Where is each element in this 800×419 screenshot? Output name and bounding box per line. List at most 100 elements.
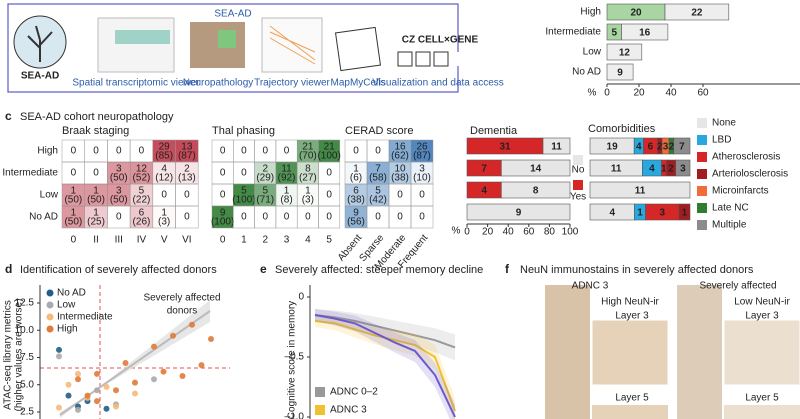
grid-cell xyxy=(107,162,131,184)
cell-count: 0 xyxy=(419,212,425,223)
panel-letter: f xyxy=(505,262,510,276)
bar-segment xyxy=(606,63,634,81)
column-label: 1 xyxy=(241,235,247,246)
cell-count: 1 xyxy=(93,208,99,219)
legend-swatch xyxy=(697,186,707,196)
bar-value: 9 xyxy=(516,208,522,219)
cell-percent: (100) xyxy=(317,151,340,162)
x-tick-label: 40 xyxy=(665,88,677,99)
panel-letter: c xyxy=(5,109,12,123)
cell-count: 0 xyxy=(220,168,226,179)
point xyxy=(132,390,138,397)
point xyxy=(75,406,81,413)
layer-label: Layer 3 xyxy=(745,311,779,322)
bar-value: 14 xyxy=(530,164,542,175)
cell-count: 0 xyxy=(71,146,77,157)
cell-count: 5 xyxy=(139,186,145,197)
legend-label: Atherosclerosis xyxy=(712,152,780,163)
bar-segment xyxy=(673,137,691,155)
row-label: Intermediate xyxy=(545,27,601,38)
cell-count: 0 xyxy=(397,190,403,201)
x-tick-label: 60 xyxy=(697,88,709,99)
cell-count: 16 xyxy=(394,142,406,153)
cell-count: 13 xyxy=(181,142,193,153)
grid-cell xyxy=(367,184,389,206)
bar-segment xyxy=(621,23,669,41)
bar-segment xyxy=(606,43,643,61)
point xyxy=(189,321,195,328)
y-tick-label: 5.0 xyxy=(20,379,34,390)
cell-count: 2 xyxy=(262,164,268,175)
point xyxy=(198,362,205,369)
x-tick-label: 60 xyxy=(523,227,535,238)
inset-label: Low NeuN-ir xyxy=(734,297,790,308)
cell-count: 0 xyxy=(284,146,290,157)
cell-count: 6 xyxy=(353,186,359,197)
y-tick-label: –1.0 xyxy=(285,412,305,419)
cell-border xyxy=(318,205,341,229)
bar-value: 19 xyxy=(607,142,619,153)
legend-swatch xyxy=(697,152,707,162)
panel-letter: e xyxy=(260,262,267,276)
point xyxy=(103,405,110,412)
bar-segment xyxy=(501,159,571,177)
spatial-band xyxy=(115,30,170,44)
cell-count: 4 xyxy=(161,164,167,175)
bar-value: 4 xyxy=(609,208,615,219)
y-tick-label: 12.5 xyxy=(15,298,35,309)
x-tick-label: 20 xyxy=(633,88,645,99)
grid-cell xyxy=(130,162,153,184)
cell-count: 0 xyxy=(375,146,381,157)
cell-border xyxy=(410,205,434,229)
grid-title: CERAD score xyxy=(345,125,413,137)
point xyxy=(132,379,138,386)
cell-percent: (50) xyxy=(64,195,82,206)
point xyxy=(103,383,110,390)
point xyxy=(56,404,62,411)
cell-percent: (6) xyxy=(350,173,362,184)
column-label: 4 xyxy=(305,235,311,246)
cell-count: 0 xyxy=(220,146,226,157)
x-tick-label: 0 xyxy=(604,88,610,99)
panel-title: SEA-AD xyxy=(214,9,251,20)
point xyxy=(151,343,157,350)
point xyxy=(170,332,176,339)
cell-count: 21 xyxy=(324,142,336,153)
panel-title: Severely affected: steeper memory declin… xyxy=(275,264,483,276)
x-tick-label: 80 xyxy=(544,227,556,238)
cell-count: 2 xyxy=(184,164,190,175)
sea-ad-frame xyxy=(7,3,459,93)
grid-cell xyxy=(389,162,411,184)
grid-cell xyxy=(275,184,298,206)
cell-percent: (22) xyxy=(133,195,151,206)
cell-percent: (26) xyxy=(133,217,151,228)
neuropath-thumb xyxy=(190,22,245,68)
y-axis-label: ATAC-seq library metrics xyxy=(3,300,14,410)
column-label: 5 xyxy=(326,235,332,246)
cell-count: 11 xyxy=(281,164,292,175)
legend-label: Intermediate xyxy=(57,312,113,323)
grid-cell xyxy=(152,140,176,162)
point xyxy=(65,392,72,399)
spatial-thumb xyxy=(97,17,175,73)
chart-title: Dementia xyxy=(470,125,518,137)
cell-percent: (52) xyxy=(133,173,151,184)
cell-count: 0 xyxy=(116,212,122,223)
cell-count: 0 xyxy=(284,212,290,223)
cell-percent: (56) xyxy=(347,217,365,228)
point xyxy=(151,376,157,383)
bar-value: 11 xyxy=(611,164,622,175)
cell-count: 0 xyxy=(220,190,226,201)
grid-title: Thal phasing xyxy=(212,125,275,137)
column-label: IV xyxy=(137,235,147,246)
x-tick-label: 0 xyxy=(464,227,470,238)
bar-value: 3 xyxy=(680,164,686,175)
x-tick-label: 20 xyxy=(482,227,494,238)
legend-label: Multiple xyxy=(712,220,747,231)
cell-count: 1 xyxy=(71,186,77,197)
legend-label: Late NC xyxy=(712,203,749,214)
bar-value: 2 xyxy=(668,164,674,175)
tool-label: Neuropathology xyxy=(183,78,254,89)
cell-count: 1 xyxy=(353,164,359,175)
cell-count: 5 xyxy=(262,186,268,197)
